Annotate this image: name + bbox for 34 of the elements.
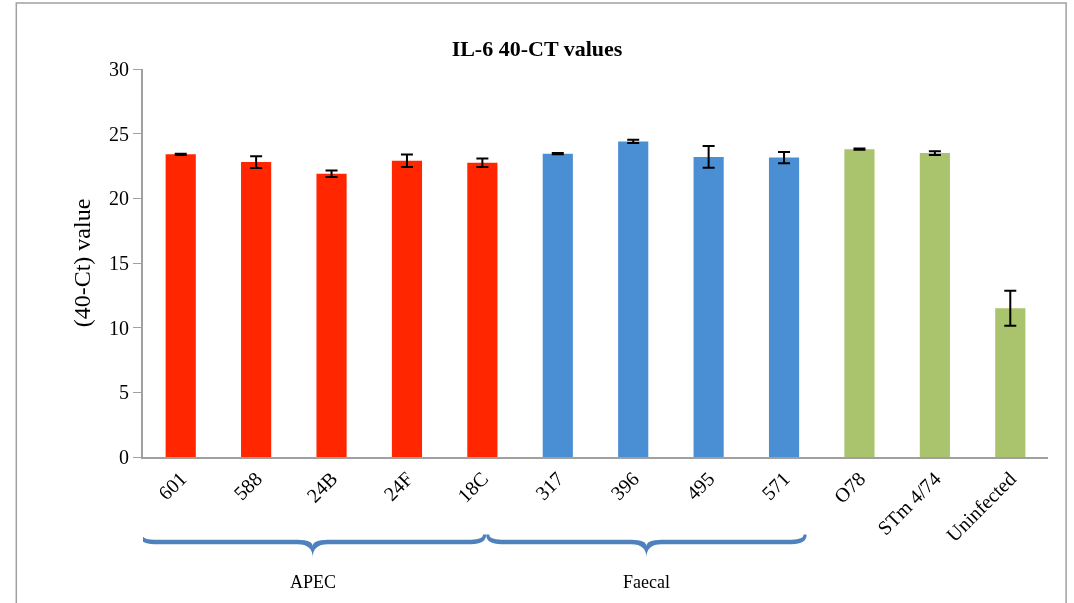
y-tick-label: 0	[119, 446, 129, 468]
bar	[844, 149, 875, 457]
x-tick-label: 495	[681, 467, 719, 505]
x-tick-label: 588	[229, 467, 267, 505]
bar	[618, 141, 649, 457]
bar	[542, 153, 573, 457]
x-tick-label: 18C	[453, 467, 493, 507]
x-tick-label: O78	[829, 467, 870, 508]
y-tick-label: 20	[109, 187, 129, 210]
text: APEC	[290, 572, 337, 592]
x-tick-label: 317	[530, 467, 568, 505]
text: Faecal	[623, 572, 670, 592]
bar	[316, 173, 347, 457]
bar	[995, 308, 1026, 457]
x-tick-label: 396	[606, 467, 644, 505]
bar	[165, 154, 196, 457]
x-tick-label: 24F	[379, 467, 417, 505]
x-tick-label: STm 4/74	[873, 467, 945, 540]
x-tick-label: 571	[757, 467, 794, 505]
y-tick-label: 25	[109, 122, 129, 145]
bar	[768, 157, 800, 457]
y-tick-label: 30	[109, 58, 129, 80]
y-axis-title: (40-Ct) value	[68, 198, 95, 328]
bar	[467, 162, 498, 457]
chart-title: IL-6 40-CT values	[451, 35, 623, 61]
bar	[241, 162, 272, 457]
bar	[919, 153, 950, 457]
bar	[391, 160, 423, 457]
y-tick-label: 5	[119, 381, 129, 404]
x-tick-label: 24B	[302, 467, 342, 507]
x-tick-label: 601	[153, 467, 191, 505]
y-tick-label: 10	[109, 316, 129, 339]
y-tick-label: 15	[109, 252, 129, 274]
bar	[693, 156, 724, 457]
